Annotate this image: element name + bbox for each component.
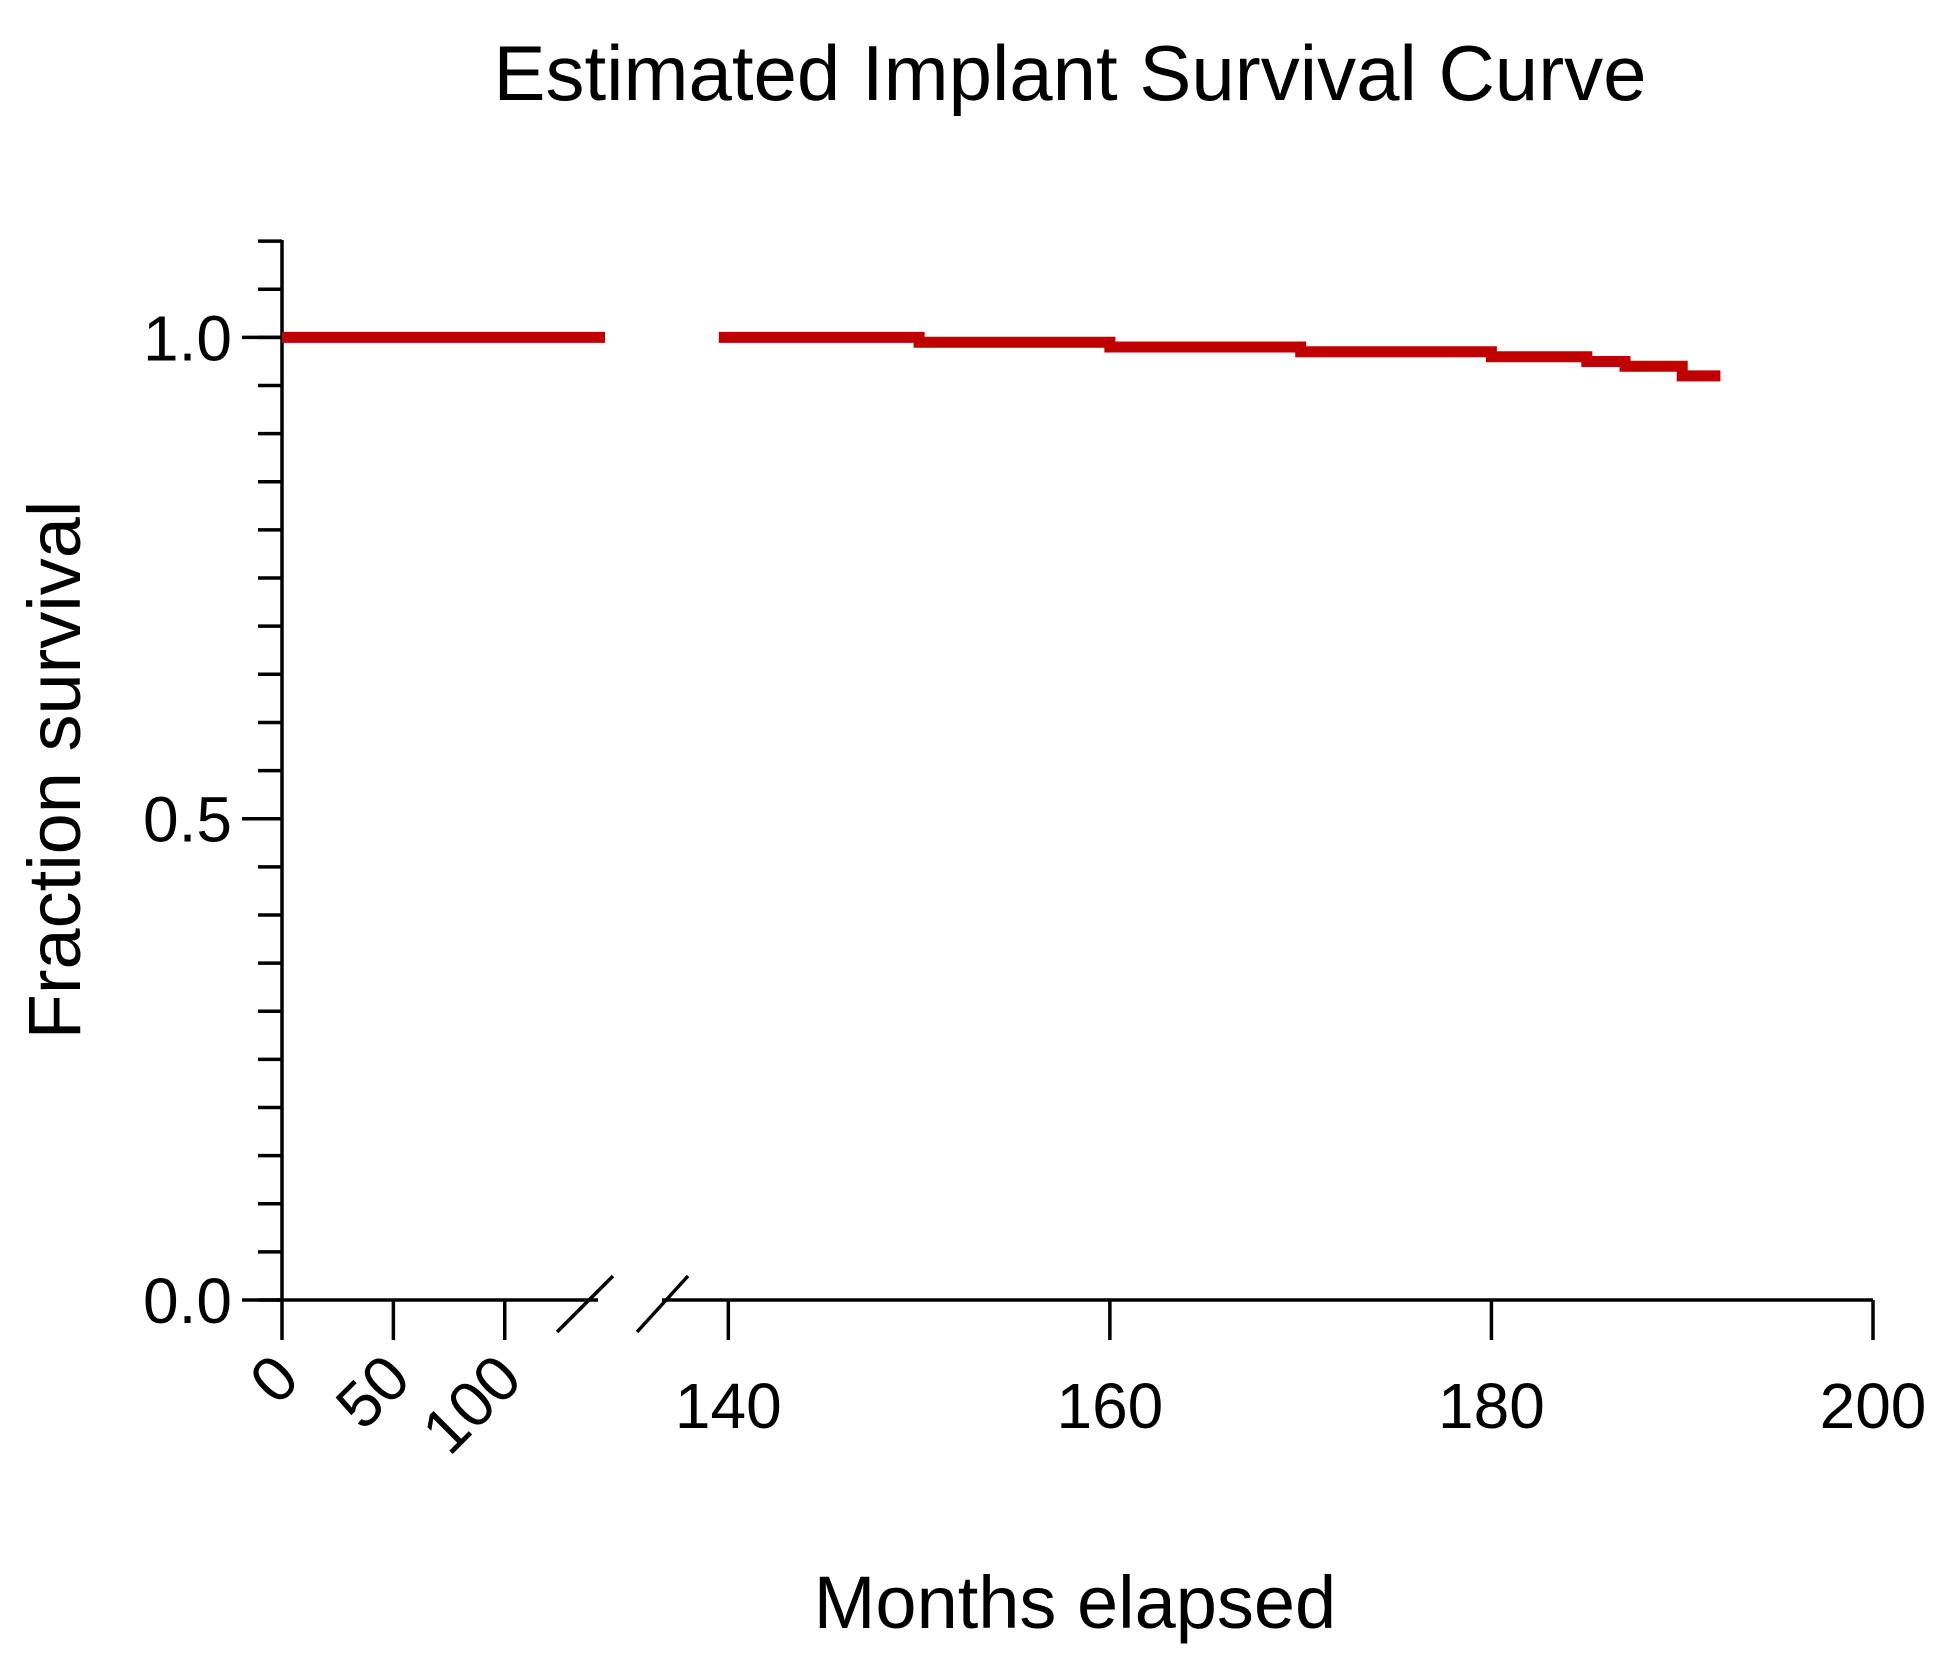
axis-break-mark-right bbox=[635, 1274, 690, 1334]
chart-title: Estimated Implant Survival Curve bbox=[493, 29, 1646, 117]
y-axis-label: Fraction survival bbox=[13, 501, 96, 1040]
x-tick-label: 200 bbox=[1820, 1370, 1927, 1442]
x-tick-label: 0 bbox=[236, 1341, 312, 1417]
x-tick-label: 140 bbox=[675, 1370, 782, 1442]
x-tick-label: 180 bbox=[1438, 1370, 1545, 1442]
y-tick-label: 0.0 bbox=[143, 1265, 232, 1337]
x-tick-label: 50 bbox=[322, 1341, 423, 1442]
y-tick-label: 1.0 bbox=[143, 302, 232, 374]
x-tick-label: 160 bbox=[1056, 1370, 1163, 1442]
survival-curve-segment-2 bbox=[718, 331, 1721, 382]
axes bbox=[276, 240, 1873, 1334]
y-tick-label: 0.5 bbox=[143, 784, 232, 856]
x-axis-label: Months elapsed bbox=[814, 1561, 1336, 1644]
x-tick-label: 100 bbox=[408, 1341, 534, 1467]
axis-break-mark-left bbox=[555, 1274, 615, 1334]
series bbox=[282, 331, 1721, 382]
